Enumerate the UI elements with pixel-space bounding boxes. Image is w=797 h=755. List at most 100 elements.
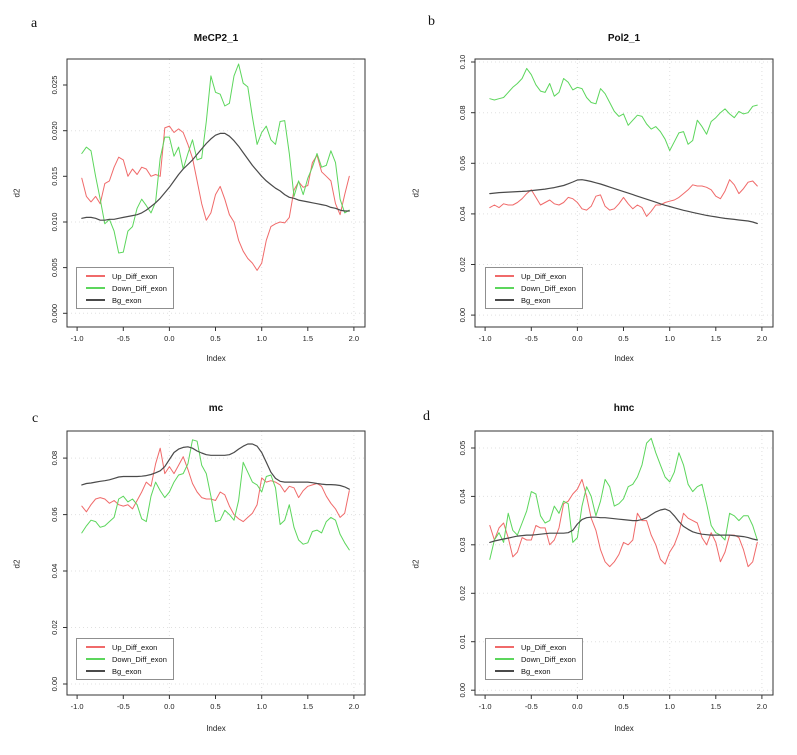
series-Bg_exon — [81, 132, 350, 221]
legend-item: Bg_exon — [486, 294, 582, 306]
svg-text:0.06: 0.06 — [458, 156, 467, 171]
series-Bg_exon — [489, 508, 758, 543]
legend-item: Down_Diff_exon — [486, 653, 582, 665]
y-axis: 0.00 0.02 0.04 0.06 0.08 — [50, 451, 67, 692]
series-Down_Diff_exon — [81, 439, 350, 551]
svg-text:0.04: 0.04 — [458, 489, 467, 504]
svg-text:0.01: 0.01 — [458, 634, 467, 649]
svg-text:0.00: 0.00 — [458, 683, 467, 698]
svg-text:0.08: 0.08 — [458, 105, 467, 120]
legend-label: Down_Diff_exon — [112, 654, 167, 664]
svg-text:0.020: 0.020 — [50, 121, 59, 140]
chart-title-d: hmc — [613, 403, 635, 414]
svg-text:-1.0: -1.0 — [479, 334, 492, 343]
grid-lines — [475, 431, 773, 695]
svg-text:0.00: 0.00 — [458, 308, 467, 323]
series-Down_Diff_exon — [81, 63, 350, 254]
svg-text:0.5: 0.5 — [210, 702, 220, 711]
x-axis: -1.0 -0.5 0.0 0.5 1.0 1.5 2.0 — [71, 327, 359, 343]
svg-text:1.5: 1.5 — [303, 702, 313, 711]
svg-text:0.5: 0.5 — [210, 334, 220, 343]
series-Down_Diff_exon — [489, 437, 758, 560]
panel-letter-b: b — [428, 14, 435, 29]
series-Down_Diff_exon — [489, 67, 758, 152]
panel-letter-c: c — [32, 411, 39, 426]
x-axis: -1.0 -0.5 0.0 0.5 1.0 1.5 2.0 — [479, 695, 767, 711]
svg-text:1.5: 1.5 — [711, 702, 721, 711]
y-axis: 0.00 0.02 0.04 0.06 0.08 0.10 — [458, 55, 475, 323]
legend-item: Down_Diff_exon — [486, 282, 582, 294]
legend-label: Up_Diff_exon — [112, 642, 158, 652]
legend-label: Bg_exon — [112, 666, 142, 676]
legend-a: Up_Diff_exon Down_Diff_exon Bg_exon — [76, 267, 174, 309]
legend-line-up-diff-exon — [495, 275, 514, 277]
legend-line-down-diff-exon — [495, 658, 514, 660]
legend-label: Up_Diff_exon — [112, 271, 158, 281]
x-axis: -1.0 -0.5 0.0 0.5 1.0 1.5 2.0 — [479, 327, 767, 343]
svg-text:0.02: 0.02 — [50, 620, 59, 635]
svg-text:-0.5: -0.5 — [525, 702, 538, 711]
legend-item: Bg_exon — [486, 665, 582, 677]
svg-text:1.0: 1.0 — [664, 702, 674, 711]
plot-area-b: -1.0 -0.5 0.0 0.5 1.0 1.5 2.00.000.020.040.060… — [458, 55, 774, 343]
y-axis: 0.00 0.01 0.02 0.03 0.04 0.05 — [458, 441, 475, 698]
legend-label: Bg_exon — [521, 666, 551, 676]
legend-line-bg-exon — [86, 670, 105, 672]
legend-b: Up_Diff_exon Down_Diff_exon Bg_exon — [485, 267, 583, 309]
legend-item: Bg_exon — [77, 294, 173, 306]
chart-title-a: MeCP2_1 — [193, 33, 239, 44]
svg-text:1.0: 1.0 — [256, 334, 266, 343]
legend-label: Bg_exon — [521, 295, 551, 305]
grid-lines — [475, 59, 773, 327]
legend-label: Down_Diff_exon — [521, 283, 576, 293]
svg-text:0.005: 0.005 — [50, 258, 59, 277]
svg-text:0.02: 0.02 — [458, 257, 467, 272]
svg-text:0.04: 0.04 — [458, 207, 467, 222]
legend-line-up-diff-exon — [86, 646, 105, 648]
svg-text:-0.5: -0.5 — [117, 334, 130, 343]
svg-text:0.5: 0.5 — [618, 702, 628, 711]
legend-item: Up_Diff_exon — [486, 270, 582, 282]
svg-text:1.5: 1.5 — [711, 334, 721, 343]
legend-item: Bg_exon — [77, 665, 173, 677]
legend-item: Up_Diff_exon — [77, 270, 173, 282]
legend-label: Up_Diff_exon — [521, 642, 567, 652]
plot-area-d: -1.0 -0.5 0.0 0.5 1.0 1.5 2.00.000.010.020.030… — [458, 430, 774, 711]
x-axis-label-c: Index — [206, 724, 226, 733]
svg-text:-1.0: -1.0 — [71, 702, 84, 711]
svg-text:0.08: 0.08 — [50, 451, 59, 466]
legend-label: Down_Diff_exon — [112, 283, 167, 293]
legend-item: Down_Diff_exon — [77, 282, 173, 294]
svg-text:0.0: 0.0 — [572, 334, 582, 343]
svg-text:0.06: 0.06 — [50, 507, 59, 522]
legend-line-bg-exon — [495, 670, 514, 672]
grid-lines — [67, 431, 365, 695]
svg-text:2.0: 2.0 — [349, 702, 359, 711]
svg-text:0.00: 0.00 — [50, 677, 59, 692]
svg-text:0.0: 0.0 — [164, 334, 174, 343]
panel-b: b Pol2_1 d2 -1.0 -0.5 0.0 0.5 1.0 1.5 2.0 0.00 0… — [399, 0, 797, 377]
plot-area-a: -1.0 -0.5 0.0 0.5 1.0 1.5 2.00.0000.0050.0100.… — [50, 58, 366, 343]
panel-c: c mc d2 -1.0 -0.5 0.0 0.5 1.0 1.5 2.0 0.00 0.02 0… — [0, 378, 398, 755]
legend-line-down-diff-exon — [86, 658, 105, 660]
legend-line-up-diff-exon — [86, 275, 105, 277]
legend-line-bg-exon — [495, 299, 514, 301]
legend-line-bg-exon — [86, 299, 105, 301]
svg-text:0.5: 0.5 — [618, 334, 628, 343]
legend-d: Up_Diff_exon Down_Diff_exon Bg_exon — [485, 638, 583, 680]
x-axis-label-b: Index — [614, 354, 634, 363]
svg-text:0.000: 0.000 — [50, 304, 59, 323]
chart-title-b: Pol2_1 — [607, 33, 641, 44]
x-axis-label-d: Index — [614, 724, 634, 733]
panel-a: a MeCP2_1 d2 -1.0 -0.5 0.0 0.5 1.0 1.5 2.0 0.00… — [0, 0, 398, 377]
chart-title-c: mc — [208, 403, 224, 414]
y-axis: 0.000 0.005 0.010 0.015 0.020 0.025 — [50, 76, 67, 323]
svg-text:0.0: 0.0 — [572, 702, 582, 711]
svg-text:0.015: 0.015 — [50, 167, 59, 186]
panel-letter-a: a — [31, 16, 38, 31]
x-axis: -1.0 -0.5 0.0 0.5 1.0 1.5 2.0 — [71, 695, 359, 711]
series-Bg_exon — [81, 443, 350, 490]
series-Up_Diff_exon — [81, 447, 350, 523]
svg-text:0.0: 0.0 — [164, 702, 174, 711]
